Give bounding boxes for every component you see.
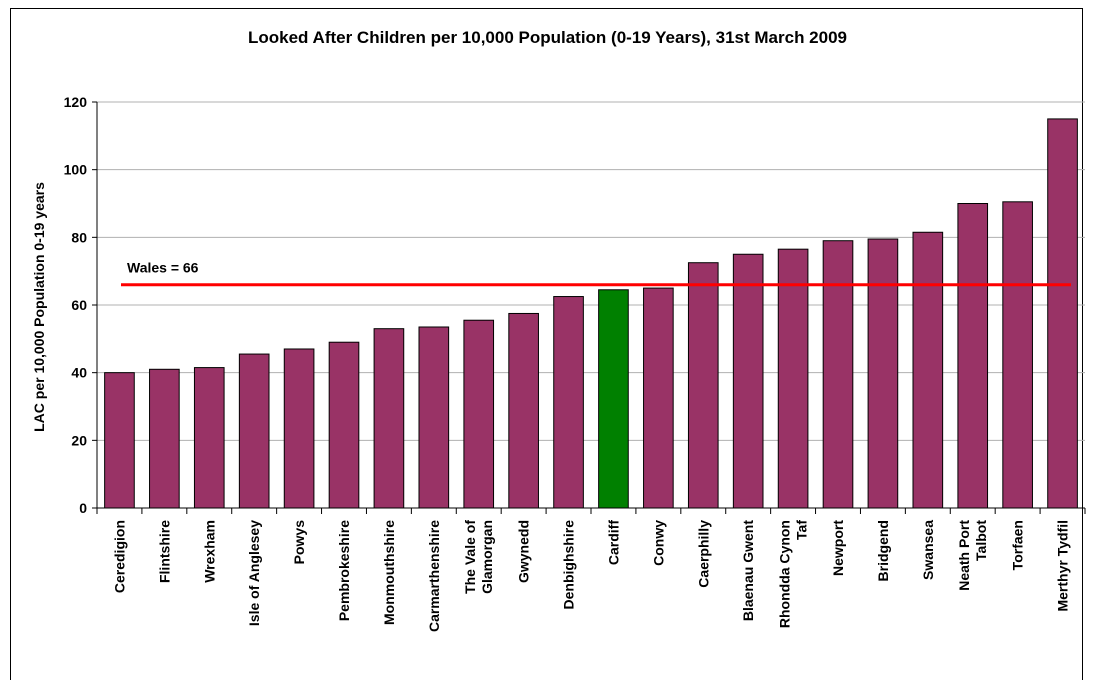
bar [193, 367, 225, 509]
x-tick-label: Rhondda CynonTaf [777, 520, 810, 628]
x-tick-label: Monmouthshire [381, 520, 397, 625]
bar [1047, 118, 1078, 509]
x-tick-label: The Vale ofGlamorgan [462, 520, 495, 594]
y-tick-label: 120 [64, 94, 88, 110]
x-tick-label: Flintshire [156, 520, 172, 583]
bar [149, 368, 180, 509]
x-tick-label: Merthyr Tydfil [1055, 520, 1071, 612]
bar [553, 296, 584, 509]
x-tick-label: Bridgend [875, 520, 891, 581]
x-tick-label: Cardiff [605, 520, 621, 565]
x-tick-label: Conwy [650, 520, 666, 566]
x-tick-label: Newport [830, 520, 846, 576]
x-tick-label: Gwynedd [516, 520, 532, 583]
bar [1002, 201, 1033, 509]
x-tick-label: Wrexham [201, 520, 217, 583]
x-tick-label: Neath PortTalbot [956, 520, 989, 591]
bar [687, 262, 719, 509]
bar [822, 240, 854, 509]
bar [328, 341, 360, 509]
chart-title: Looked After Children per 10,000 Populat… [248, 28, 847, 47]
x-tick-label: Caerphilly [695, 520, 711, 588]
y-tick-label: 40 [71, 365, 87, 381]
x-tick-label: Isle of Anglesey [246, 520, 262, 626]
x-tick-label: Blaenau Gwent [740, 520, 756, 621]
x-tick-label: Pembrokeshire [336, 520, 352, 621]
y-tick-label: 60 [71, 297, 87, 313]
y-tick-label: 80 [71, 229, 87, 245]
x-tick-label: Carmarthenshire [426, 520, 442, 632]
bar [508, 312, 539, 509]
x-tick-label: Torfaen [1010, 520, 1026, 570]
x-tick-label: Denbighshire [561, 520, 577, 610]
chart-frame [10, 8, 1083, 680]
bar [238, 353, 270, 509]
bar [373, 328, 405, 509]
bar [104, 372, 135, 509]
y-tick-label: 0 [79, 500, 87, 516]
bar [957, 203, 989, 509]
bar [777, 248, 809, 509]
reference-line-label: Wales = 66 [127, 260, 199, 276]
bar [867, 238, 899, 509]
bar [283, 348, 315, 509]
bar [643, 287, 674, 509]
y-tick-label: 20 [71, 432, 87, 448]
y-axis-label: LAC per 10,000 Population 0-19 years [31, 182, 47, 432]
bar [732, 253, 764, 509]
x-tick-label: Ceredigion [111, 520, 127, 593]
x-tick-label: Powys [291, 520, 307, 565]
bar [418, 326, 450, 509]
bar [598, 289, 629, 509]
bar [912, 231, 944, 509]
y-tick-label: 100 [64, 162, 88, 178]
bar [463, 319, 495, 509]
x-tick-label: Swansea [920, 520, 936, 580]
